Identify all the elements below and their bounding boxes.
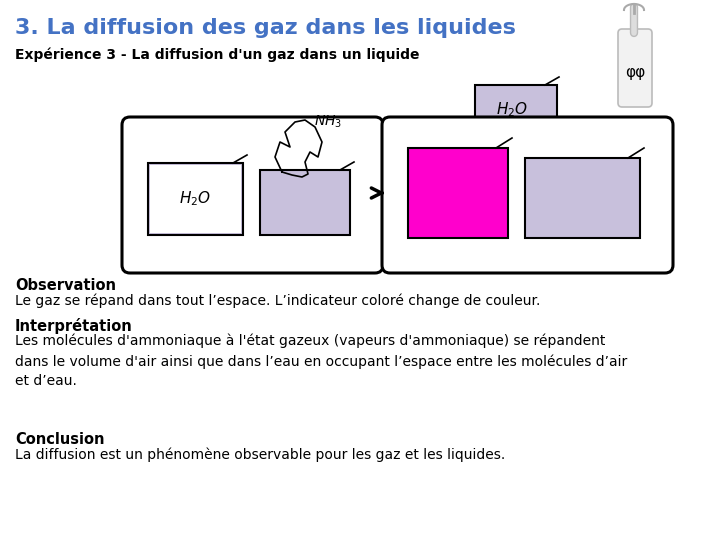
Text: Expérience 3 - La diffusion d'un gaz dans un liquide: Expérience 3 - La diffusion d'un gaz dan… bbox=[15, 47, 420, 62]
Text: Conclusion: Conclusion bbox=[15, 432, 104, 447]
Text: La diffusion est un phénomène observable pour les gaz et les liquides.: La diffusion est un phénomène observable… bbox=[15, 448, 505, 462]
Text: Interprétation: Interprétation bbox=[15, 318, 132, 334]
Text: $H_2O$: $H_2O$ bbox=[179, 190, 212, 208]
Bar bbox=[525, 158, 640, 238]
Bar bbox=[408, 148, 508, 238]
Text: 3. La diffusion des gaz dans les liquides: 3. La diffusion des gaz dans les liquide… bbox=[15, 18, 516, 38]
FancyBboxPatch shape bbox=[618, 29, 652, 107]
Text: $H_2O$: $H_2O$ bbox=[496, 100, 528, 119]
Bar bbox=[475, 85, 557, 135]
Text: $NH_3$: $NH_3$ bbox=[314, 114, 342, 130]
Text: Le gaz se répand dans tout l’espace. L’indicateur coloré change de couleur.: Le gaz se répand dans tout l’espace. L’i… bbox=[15, 294, 541, 308]
FancyBboxPatch shape bbox=[122, 117, 383, 273]
Bar bbox=[150, 165, 241, 233]
Bar bbox=[260, 170, 350, 235]
FancyBboxPatch shape bbox=[382, 117, 673, 273]
Text: φφ: φφ bbox=[625, 65, 645, 80]
Bar bbox=[148, 163, 243, 235]
Text: Observation: Observation bbox=[15, 278, 116, 293]
Text: Les molécules d'ammoniaque à l'état gazeux (vapeurs d'ammoniaque) se répandent
d: Les molécules d'ammoniaque à l'état gaze… bbox=[15, 334, 627, 388]
